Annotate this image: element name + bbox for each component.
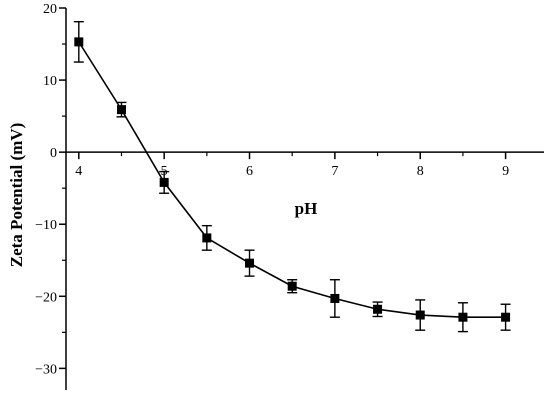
series-group bbox=[73, 20, 511, 333]
data-point-marker bbox=[415, 310, 425, 320]
x-tick-label: 4 bbox=[75, 164, 82, 179]
x-axis-title: pH bbox=[295, 199, 318, 218]
x-tick-label: 7 bbox=[331, 164, 338, 179]
x-tick-label: 6 bbox=[246, 164, 253, 179]
data-point-marker bbox=[501, 312, 511, 322]
y-tick-label: −30 bbox=[35, 362, 57, 377]
y-tick-label: −20 bbox=[35, 290, 57, 305]
data-point-marker bbox=[458, 312, 468, 322]
y-tick-label: 10 bbox=[43, 74, 57, 89]
data-point-marker bbox=[330, 293, 340, 303]
series-line bbox=[78, 41, 506, 319]
data-point-marker bbox=[373, 304, 383, 314]
data-point-marker bbox=[74, 37, 84, 47]
data-point-marker bbox=[159, 177, 169, 187]
x-tick-label: 8 bbox=[417, 164, 424, 179]
y-tick-label: −10 bbox=[35, 218, 57, 233]
y-tick-label: 20 bbox=[43, 2, 57, 17]
data-point-marker bbox=[116, 105, 126, 115]
data-point-marker bbox=[287, 281, 297, 291]
y-axis-title: Zeta Potential (mV) bbox=[7, 123, 26, 267]
x-tick-label: 9 bbox=[502, 164, 509, 179]
y-tick-label: 0 bbox=[50, 146, 57, 161]
data-point-marker bbox=[202, 233, 212, 243]
data-point-marker bbox=[245, 258, 255, 268]
